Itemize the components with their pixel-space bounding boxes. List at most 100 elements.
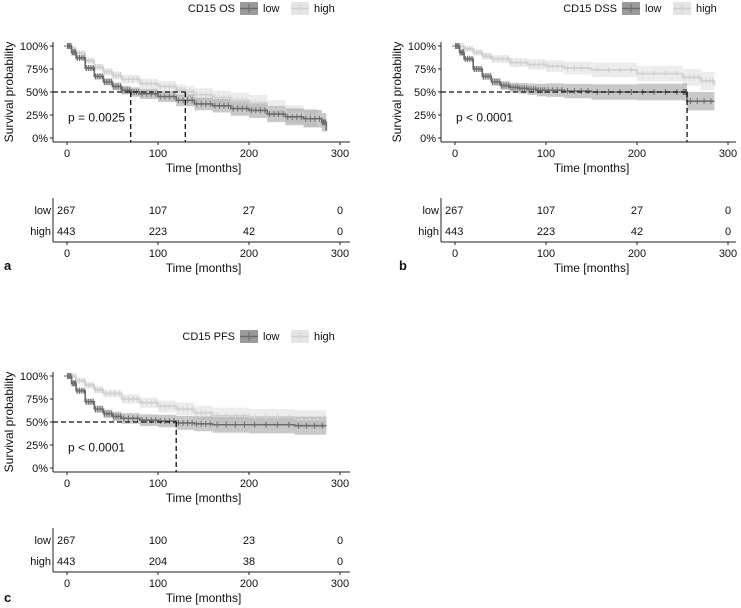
chart-title: CD15 DSS bbox=[563, 3, 617, 15]
y-tick-label: 75% bbox=[26, 64, 48, 76]
risk-table-count: 0 bbox=[725, 205, 731, 217]
x-tick-label: 300 bbox=[719, 148, 737, 160]
p-value: p = 0.0025 bbox=[68, 110, 125, 124]
confidence-band-low bbox=[455, 46, 715, 111]
risk-table-row-label: low bbox=[34, 205, 51, 217]
risk-table-count: 23 bbox=[243, 535, 255, 547]
risk-table-count: 100 bbox=[149, 535, 167, 547]
risk-table-row-label: high bbox=[418, 226, 439, 238]
risk-table-count: 38 bbox=[243, 556, 255, 568]
legend-label-high: high bbox=[314, 3, 335, 15]
panel-b: CD15 DSS low high 0% 25% 50% 75% 100% 0 100 200 300… bbox=[390, 2, 737, 275]
risk-table-count: 27 bbox=[243, 205, 255, 217]
risk-table-x-tick-label: 0 bbox=[452, 248, 458, 260]
y-tick-label: 25% bbox=[414, 110, 436, 122]
risk-table-x-tick-label: 0 bbox=[64, 578, 70, 590]
x-tick-label: 300 bbox=[331, 148, 349, 160]
y-axis-label: Survival probability bbox=[2, 372, 16, 473]
x-tick-label: 100 bbox=[149, 148, 167, 160]
risk-table-count: 267 bbox=[57, 205, 75, 217]
risk-table-count: 223 bbox=[149, 226, 167, 238]
risk-table-count: 0 bbox=[337, 556, 343, 568]
x-tick-label: 100 bbox=[537, 148, 555, 160]
y-axis-label: Survival probability bbox=[2, 42, 16, 143]
risk-table-count: 443 bbox=[57, 226, 75, 238]
x-tick-label: 100 bbox=[149, 478, 167, 490]
legend-label-low: low bbox=[645, 3, 662, 15]
x-tick-label: 200 bbox=[240, 478, 258, 490]
x-tick-label: 300 bbox=[331, 478, 349, 490]
x-tick-label: 200 bbox=[240, 148, 258, 160]
x-axis-label: Time [months] bbox=[166, 161, 242, 175]
risk-table-x-tick-label: 300 bbox=[331, 578, 349, 590]
risk-table-count: 223 bbox=[537, 226, 555, 238]
legend-label-high: high bbox=[314, 331, 335, 343]
y-tick-label: 75% bbox=[414, 64, 436, 76]
y-tick-label: 0% bbox=[32, 133, 48, 145]
legend-label-low: low bbox=[263, 331, 280, 343]
risk-table-x-tick-label: 200 bbox=[628, 248, 646, 260]
risk-table-count: 443 bbox=[57, 556, 75, 568]
y-tick-label: 100% bbox=[20, 41, 48, 53]
risk-table-count: 0 bbox=[337, 535, 343, 547]
risk-table-count: 107 bbox=[537, 205, 555, 217]
risk-table-row-label: high bbox=[30, 556, 51, 568]
risk-table-x-tick-label: 300 bbox=[719, 248, 737, 260]
x-tick-label: 0 bbox=[452, 148, 458, 160]
risk-table-x-axis-label: Time [months] bbox=[554, 261, 630, 275]
risk-table-x-tick-label: 100 bbox=[149, 578, 167, 590]
y-tick-label: 25% bbox=[26, 110, 48, 122]
confidence-band-high bbox=[455, 46, 715, 96]
y-tick-label: 50% bbox=[26, 87, 48, 99]
risk-table-count: 27 bbox=[631, 205, 643, 217]
y-tick-label: 0% bbox=[32, 463, 48, 475]
confidence-band-low bbox=[67, 46, 327, 138]
risk-table-x-tick-label: 300 bbox=[331, 248, 349, 260]
survival-curve-low bbox=[455, 45, 715, 102]
y-tick-label: 100% bbox=[20, 371, 48, 383]
x-axis-label: Time [months] bbox=[554, 161, 630, 175]
risk-table-x-tick-label: 100 bbox=[149, 248, 167, 260]
y-tick-label: 50% bbox=[414, 87, 436, 99]
x-tick-label: 0 bbox=[64, 478, 70, 490]
risk-table-count: 107 bbox=[149, 205, 167, 217]
chart-title: CD15 OS bbox=[188, 3, 235, 15]
legend-label-high: high bbox=[696, 3, 717, 15]
risk-table-x-axis-label: Time [months] bbox=[166, 261, 242, 275]
panel-label: a bbox=[4, 258, 12, 273]
y-axis-label: Survival probability bbox=[390, 42, 404, 143]
x-axis-label: Time [months] bbox=[166, 491, 242, 505]
legend-label-low: low bbox=[263, 3, 280, 15]
p-value: p < 0.0001 bbox=[68, 440, 125, 454]
risk-table-x-tick-label: 200 bbox=[240, 578, 258, 590]
risk-table-count: 42 bbox=[243, 226, 255, 238]
risk-table-x-tick-label: 0 bbox=[64, 248, 70, 260]
panel-label: c bbox=[4, 590, 11, 605]
confidence-band-high bbox=[67, 376, 327, 429]
risk-table-x-tick-label: 200 bbox=[240, 248, 258, 260]
p-value: p < 0.0001 bbox=[456, 110, 513, 124]
y-tick-label: 25% bbox=[26, 440, 48, 452]
risk-table-count: 0 bbox=[337, 226, 343, 238]
y-tick-label: 75% bbox=[26, 394, 48, 406]
risk-table-x-tick-label: 100 bbox=[537, 248, 555, 260]
y-tick-label: 0% bbox=[420, 133, 436, 145]
risk-table-row-label: high bbox=[30, 226, 51, 238]
risk-table-count: 0 bbox=[725, 226, 731, 238]
risk-table-row-label: low bbox=[34, 535, 51, 547]
risk-table-x-axis-label: Time [months] bbox=[166, 591, 242, 605]
risk-table-count: 267 bbox=[57, 535, 75, 547]
x-tick-label: 200 bbox=[628, 148, 646, 160]
y-tick-label: 100% bbox=[408, 41, 436, 53]
risk-table-count: 0 bbox=[337, 205, 343, 217]
confidence-band-low bbox=[67, 376, 327, 436]
y-tick-label: 50% bbox=[26, 417, 48, 429]
risk-table-count: 267 bbox=[445, 205, 463, 217]
panel-a: CD15 OS low high 0% 25% 50% 75% 100% 0 100 200 300 T… bbox=[2, 2, 350, 275]
panel-c: CD15 PFS low high 0% 25% 50% 75% 100% 0 100 200 300… bbox=[2, 330, 350, 605]
panel-label: b bbox=[399, 258, 407, 273]
risk-table-row-label: low bbox=[422, 205, 439, 217]
x-tick-label: 0 bbox=[64, 148, 70, 160]
risk-table-count: 42 bbox=[631, 226, 643, 238]
